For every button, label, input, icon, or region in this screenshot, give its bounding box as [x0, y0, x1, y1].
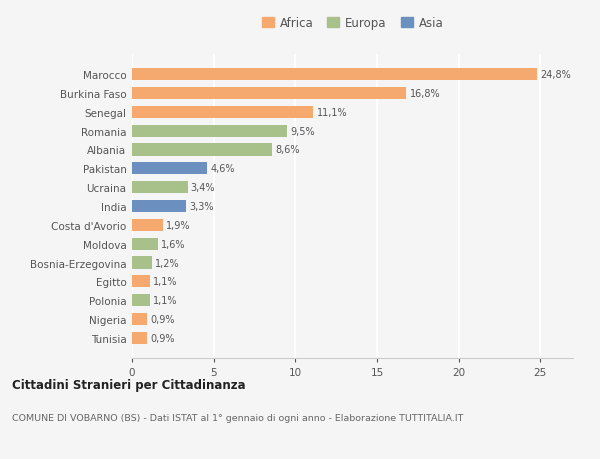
Bar: [132, 294, 150, 307]
Text: 1,6%: 1,6%: [161, 239, 186, 249]
Text: 1,1%: 1,1%: [153, 277, 178, 287]
Bar: [132, 144, 272, 156]
Text: 0,9%: 0,9%: [150, 314, 175, 325]
Text: 11,1%: 11,1%: [317, 107, 347, 118]
Bar: [132, 69, 537, 81]
Text: 0,9%: 0,9%: [150, 333, 175, 343]
Text: 3,3%: 3,3%: [189, 202, 214, 212]
Bar: [132, 238, 158, 250]
Bar: [132, 125, 287, 137]
Text: 4,6%: 4,6%: [211, 164, 235, 174]
Bar: [132, 276, 150, 288]
Text: Cittadini Stranieri per Cittadinanza: Cittadini Stranieri per Cittadinanza: [12, 379, 245, 392]
Text: 9,5%: 9,5%: [290, 126, 315, 136]
Bar: [132, 219, 163, 231]
Bar: [132, 201, 186, 213]
Text: 24,8%: 24,8%: [541, 70, 571, 80]
Text: 1,1%: 1,1%: [153, 296, 178, 306]
Bar: [132, 182, 188, 194]
Legend: Africa, Europa, Asia: Africa, Europa, Asia: [257, 12, 448, 35]
Text: 1,2%: 1,2%: [155, 258, 179, 268]
Bar: [132, 257, 152, 269]
Bar: [132, 313, 146, 325]
Bar: [132, 163, 207, 175]
Text: 3,4%: 3,4%: [191, 183, 215, 193]
Bar: [132, 88, 406, 100]
Bar: [132, 332, 146, 344]
Text: 8,6%: 8,6%: [276, 145, 300, 155]
Text: COMUNE DI VOBARNO (BS) - Dati ISTAT al 1° gennaio di ogni anno - Elaborazione TU: COMUNE DI VOBARNO (BS) - Dati ISTAT al 1…: [12, 413, 463, 422]
Text: 1,9%: 1,9%: [166, 220, 191, 230]
Bar: [132, 106, 313, 119]
Text: 16,8%: 16,8%: [410, 89, 440, 99]
